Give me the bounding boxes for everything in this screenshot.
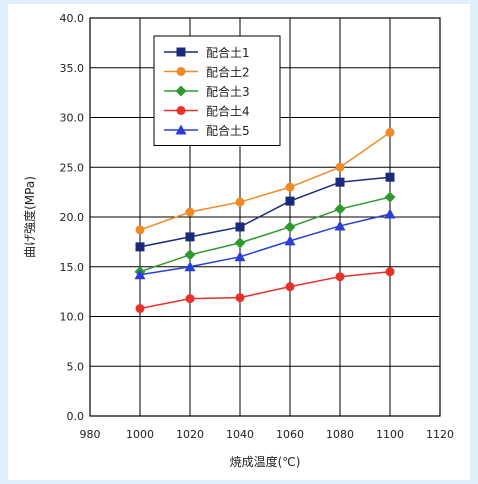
data-point <box>384 191 396 203</box>
y-axis-label: 曲げ強度(MPa) <box>22 176 37 258</box>
data-point <box>235 197 245 207</box>
data-point <box>284 235 296 246</box>
data-point <box>185 207 195 217</box>
series-line <box>139 270 391 310</box>
y-tick-label: 0.0 <box>67 410 85 423</box>
data-point <box>134 269 146 280</box>
legend-label: 配合土3 <box>206 84 250 99</box>
legend-item: 配合土4 <box>164 104 250 119</box>
series-line <box>139 131 391 231</box>
x-tick-label: 1040 <box>226 428 254 441</box>
legend-marker <box>175 85 187 97</box>
series-3 <box>134 191 396 278</box>
x-tick-label: 1120 <box>426 428 454 441</box>
legend-item: 配合土5 <box>164 123 250 138</box>
x-axis-label: 焼成温度(℃) <box>230 454 301 469</box>
y-tick-label: 40.0 <box>60 12 85 25</box>
legend-label: 配合土1 <box>206 45 250 60</box>
data-point <box>285 282 295 292</box>
data-point <box>385 267 395 277</box>
data-point <box>384 208 396 219</box>
data-point <box>285 196 295 206</box>
x-tick-label: 1020 <box>176 428 204 441</box>
y-axis-ticks: 0.0 5.0 10.0 15.0 20.0 25.0 30.0 35.0 40.0 <box>60 12 85 423</box>
data-point <box>335 162 345 172</box>
legend-item: 配合土2 <box>164 65 250 80</box>
series-2 <box>135 127 395 235</box>
x-tick-label: 980 <box>80 428 101 441</box>
data-point <box>235 222 245 232</box>
data-point <box>284 221 296 233</box>
x-tick-label: 1080 <box>326 428 354 441</box>
legend-label: 配合土4 <box>206 104 250 119</box>
data-point <box>234 237 246 249</box>
legend-label: 配合土5 <box>206 123 250 138</box>
x-tick-label: 1100 <box>376 428 404 441</box>
data-point <box>335 272 345 282</box>
y-tick-label: 20.0 <box>60 211 85 224</box>
data-point <box>235 293 245 303</box>
data-point <box>135 242 145 252</box>
y-tick-label: 25.0 <box>60 161 85 174</box>
legend-item: 配合土3 <box>164 84 250 99</box>
series-4 <box>135 267 395 314</box>
data-point <box>185 232 195 242</box>
series-line <box>139 213 391 276</box>
data-point <box>334 220 346 231</box>
data-point <box>185 294 195 304</box>
legend-item: 配合土1 <box>164 45 250 60</box>
legend: 配合土1 配合土2 配合土3 配合土4 配合土5 <box>153 35 281 146</box>
series-line <box>139 196 391 273</box>
series-5 <box>134 208 396 280</box>
data-point <box>135 304 145 314</box>
line-chart: 0.0 5.0 10.0 15.0 20.0 25.0 30.0 35.0 40.0 980 10… <box>22 12 455 469</box>
plot-frame <box>89 17 441 417</box>
y-tick-label: 10.0 <box>60 311 85 324</box>
data-point <box>385 172 395 182</box>
y-tick-label: 15.0 <box>60 261 85 274</box>
series-layer <box>134 127 396 314</box>
data-point <box>135 225 145 235</box>
legend-label: 配合土2 <box>206 65 250 80</box>
data-point <box>335 177 345 187</box>
y-tick-label: 35.0 <box>60 62 85 75</box>
data-point <box>334 203 346 215</box>
chart-container: 0.0 5.0 10.0 15.0 20.0 25.0 30.0 35.0 40.0 980 10… <box>8 4 470 480</box>
y-tick-label: 5.0 <box>67 360 85 373</box>
legend-marker <box>176 106 186 115</box>
legend-marker <box>175 124 187 135</box>
x-tick-label: 1060 <box>276 428 304 441</box>
series-line <box>139 176 391 248</box>
y-tick-label: 30.0 <box>60 112 85 125</box>
data-point <box>385 127 395 137</box>
data-point <box>184 249 196 261</box>
data-point <box>285 182 295 192</box>
legend-marker <box>176 67 186 76</box>
legend-marker <box>176 47 186 57</box>
series-1 <box>135 172 395 252</box>
x-axis-ticks: 980 1000 1020 1040 1060 1080 1100 1120 <box>80 428 455 441</box>
data-point <box>234 251 246 262</box>
x-tick-label: 1000 <box>126 428 154 441</box>
data-point <box>184 261 196 272</box>
